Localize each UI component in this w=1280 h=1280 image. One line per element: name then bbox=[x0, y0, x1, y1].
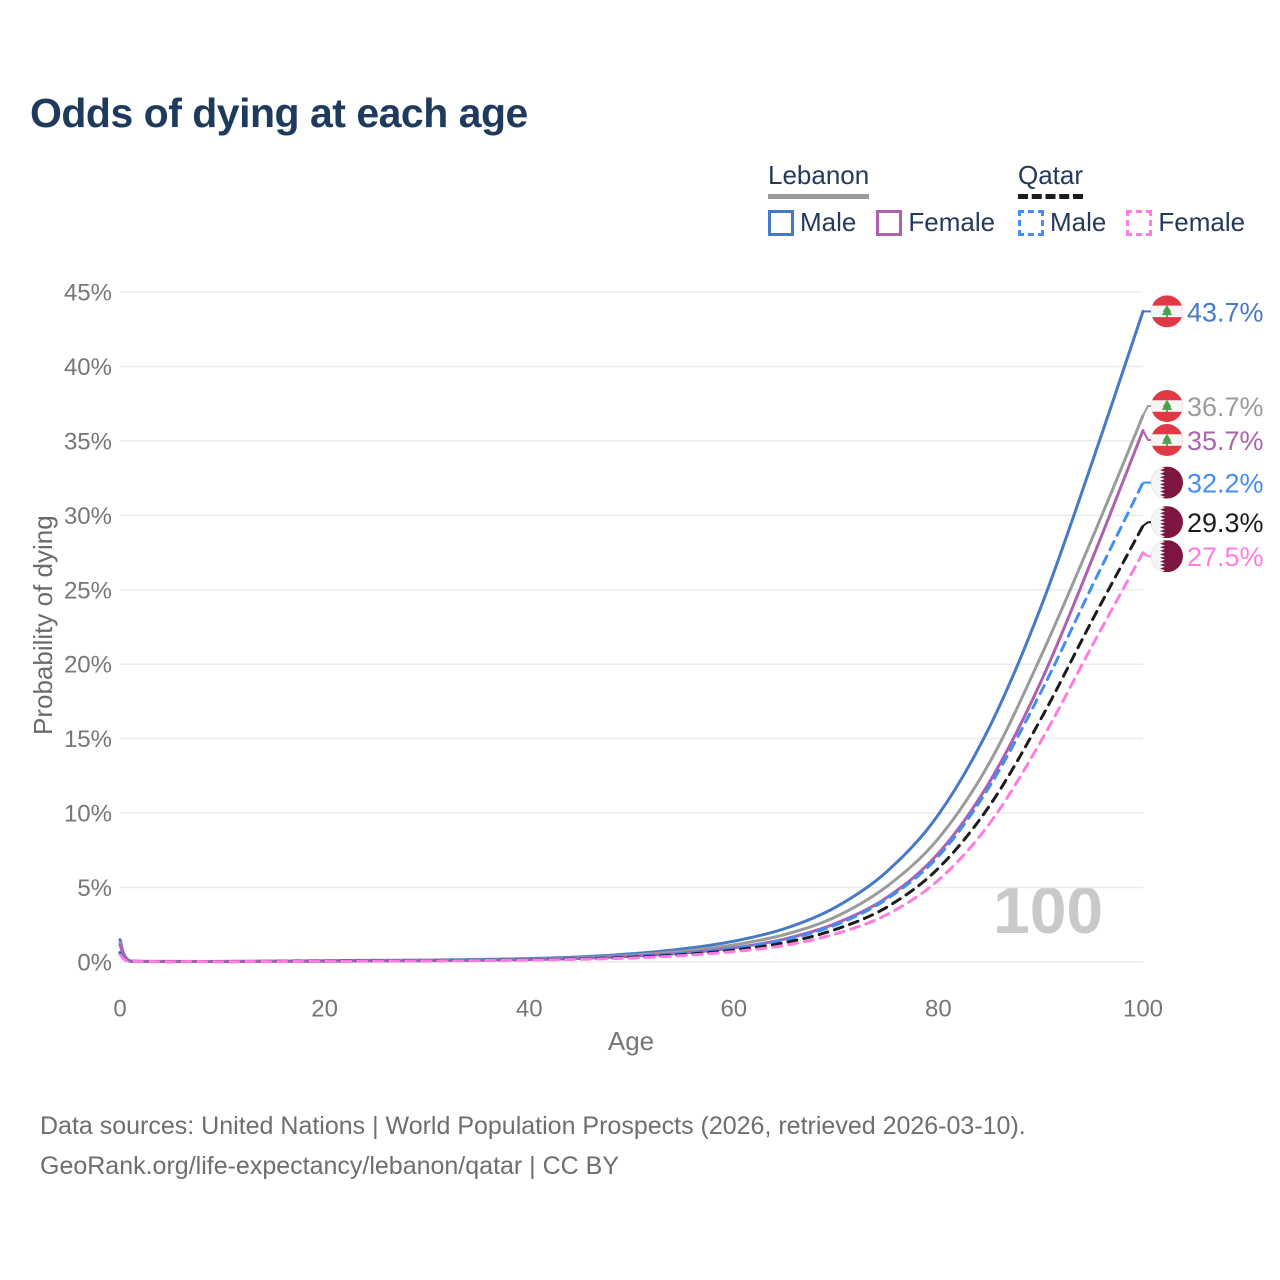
legend-item-label: Female bbox=[1158, 207, 1246, 238]
series-line-lebanon-female[interactable] bbox=[118, 429, 1145, 964]
series-end-label: 36.7% bbox=[1187, 392, 1264, 422]
series-line-lebanon-male[interactable] bbox=[118, 309, 1145, 963]
x-tick-label: 60 bbox=[720, 996, 747, 1023]
legend-header-lebanon[interactable]: Lebanon bbox=[768, 161, 870, 200]
y-tick-label: 15% bbox=[64, 726, 112, 753]
end-labels: 43.7% 36.7% 35.7% 32.2% 29.3% 27.5% bbox=[1142, 295, 1264, 573]
series-lines bbox=[118, 309, 1145, 964]
source-line-1: Data sources: United Nations | World Pop… bbox=[40, 1112, 1026, 1140]
y-tick-label: 35% bbox=[64, 428, 112, 455]
y-tick-label: 45% bbox=[64, 280, 112, 307]
series-end-label: 43.7% bbox=[1187, 297, 1264, 327]
legend-item-qatar-male[interactable]: Male bbox=[1018, 207, 1106, 238]
lebanon-male-swatch-icon bbox=[768, 209, 794, 236]
qatar-flag-icon bbox=[1151, 466, 1183, 499]
legend-header-qatar[interactable]: Qatar bbox=[1018, 161, 1084, 200]
x-tick-label: 40 bbox=[516, 996, 543, 1023]
page-title: Odds of dying at each age bbox=[30, 90, 528, 136]
legend-items-lebanon: Male Female bbox=[768, 207, 995, 238]
source-line-2: GeoRank.org/life-expectancy/lebanon/qata… bbox=[40, 1152, 620, 1180]
qatar-flag-icon bbox=[1151, 540, 1183, 573]
lebanon-flag-icon bbox=[1151, 295, 1183, 328]
legend-item-qatar-female[interactable]: Female bbox=[1126, 207, 1245, 238]
series-end-label: 27.5% bbox=[1187, 542, 1264, 572]
leader-line bbox=[1142, 551, 1153, 558]
x-axis-title: Age bbox=[607, 1026, 655, 1056]
x-tick-label: 80 bbox=[925, 996, 952, 1023]
y-tick-label: 0% bbox=[77, 950, 112, 977]
qatar-female-swatch-icon bbox=[1126, 209, 1153, 236]
legend-group-lebanon: Lebanon Male Female bbox=[768, 161, 995, 238]
legend-item-label: Male bbox=[1050, 207, 1107, 238]
legend-items-qatar: Male Female bbox=[1018, 207, 1245, 238]
y-tick-label: 20% bbox=[64, 652, 112, 679]
gridlines bbox=[120, 291, 1143, 963]
legend-item-lebanon-male[interactable]: Male bbox=[768, 207, 856, 238]
leader-line bbox=[1142, 521, 1153, 527]
series-end-label: 35.7% bbox=[1187, 426, 1264, 456]
leader-line bbox=[1142, 430, 1153, 441]
qatar-flag-icon bbox=[1151, 506, 1183, 539]
y-tick-label: 30% bbox=[64, 503, 112, 530]
series-end-label: 32.2% bbox=[1187, 469, 1264, 499]
x-tick-label: 0 bbox=[113, 996, 126, 1023]
y-axis-title: Probability of dying bbox=[28, 515, 58, 735]
series-end-label: 29.3% bbox=[1187, 508, 1264, 538]
legend-item-label: Male bbox=[800, 207, 857, 238]
legend-item-lebanon-female[interactable]: Female bbox=[876, 207, 995, 238]
lebanon-flag-icon bbox=[1151, 390, 1183, 423]
series-line-qatar-female[interactable] bbox=[118, 551, 1145, 964]
x-tick-label: 20 bbox=[311, 996, 338, 1023]
qatar-male-swatch-icon bbox=[1018, 209, 1044, 236]
y-tick-label: 10% bbox=[64, 801, 112, 828]
lebanon-female-swatch-icon bbox=[876, 209, 903, 236]
y-tick-label: 5% bbox=[77, 875, 112, 902]
hover-age-watermark: 100 bbox=[993, 873, 1104, 947]
x-tick-label: 100 bbox=[1123, 996, 1163, 1023]
legend-item-label: Female bbox=[908, 207, 996, 238]
y-tick-label: 40% bbox=[64, 354, 112, 381]
series-line-qatar-male[interactable] bbox=[118, 481, 1145, 964]
legend-group-qatar: Qatar Male Female bbox=[1018, 161, 1245, 238]
y-tick-label: 25% bbox=[64, 577, 112, 604]
lebanon-flag-icon bbox=[1151, 424, 1183, 457]
leader-line bbox=[1142, 405, 1153, 417]
series-line-lebanon[interactable] bbox=[118, 414, 1145, 963]
series-line-qatar[interactable] bbox=[118, 524, 1145, 964]
data-sources: Data sources: United Nations | World Pop… bbox=[40, 1106, 1026, 1186]
